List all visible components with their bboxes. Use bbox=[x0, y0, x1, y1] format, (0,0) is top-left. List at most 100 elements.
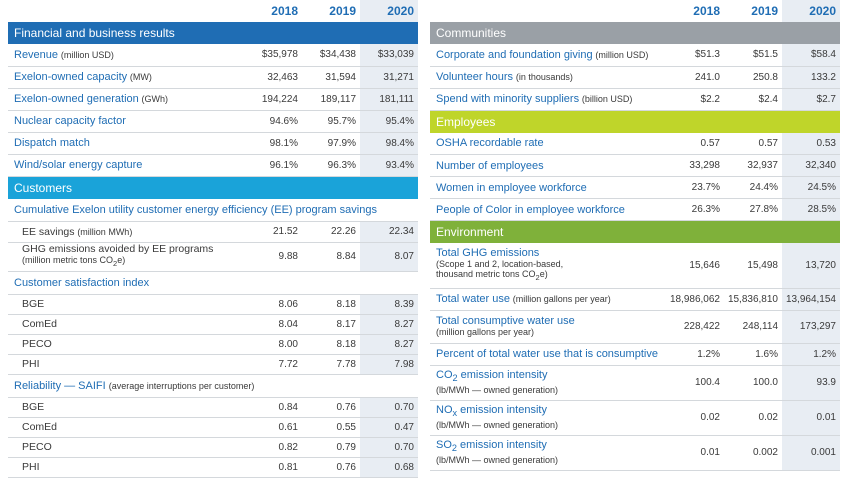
table-row: Corporate and foundation giving (million… bbox=[430, 44, 840, 67]
value-2018: $51.3 bbox=[662, 44, 724, 67]
value-2019: 8.18 bbox=[302, 334, 360, 355]
table-row: PECO 0.82 0.79 0.70 bbox=[8, 437, 418, 458]
value-2020: 93.4% bbox=[360, 154, 418, 177]
note-text: e) bbox=[539, 268, 548, 279]
value-2019: 22.26 bbox=[302, 221, 360, 243]
section-employees: Employees bbox=[430, 110, 840, 133]
row-label: Nuclear capacity factor bbox=[14, 115, 126, 127]
row-label: ComEd bbox=[22, 318, 58, 330]
value-2019: 1.6% bbox=[724, 343, 782, 366]
label-text: NO bbox=[436, 404, 453, 417]
row-label: People of Color in employee workforce bbox=[436, 203, 625, 216]
table-row: OSHA recordable rate 0.57 0.57 0.53 bbox=[430, 132, 840, 155]
subsection-title: Reliability — SAIFI bbox=[14, 379, 106, 392]
value-2018: 8.06 bbox=[244, 294, 302, 315]
value-2019: 250.8 bbox=[724, 66, 782, 89]
value-2018: 15,646 bbox=[662, 243, 724, 289]
value-2019: $51.5 bbox=[724, 44, 782, 67]
section-financial: Financial and business results bbox=[8, 22, 418, 44]
row-unit: (million USD) bbox=[60, 49, 114, 60]
section-environment: Environment bbox=[430, 220, 840, 243]
row-note: (lb/MWh — owned generation) bbox=[436, 419, 559, 430]
unit-text: (million metric tons CO bbox=[22, 255, 114, 266]
value-2018: 0.84 bbox=[244, 397, 302, 418]
row-label: NOx emission intensity bbox=[436, 405, 660, 419]
value-2020: 0.68 bbox=[360, 457, 418, 478]
value-2018: 100.4 bbox=[662, 365, 724, 401]
note-subscript: 2 bbox=[535, 272, 540, 282]
value-2018: 7.72 bbox=[244, 354, 302, 375]
value-2020: 8.39 bbox=[360, 294, 418, 315]
year-2019: 2019 bbox=[751, 4, 778, 18]
value-2019: 0.76 bbox=[302, 397, 360, 418]
table-row: SO2 emission intensity (lb/MWh — owned g… bbox=[430, 435, 840, 471]
value-2020: 8.07 bbox=[360, 242, 418, 272]
value-2019: $2.4 bbox=[724, 88, 782, 111]
row-unit: (million MWh) bbox=[77, 226, 133, 237]
label-text: emission intensity bbox=[457, 439, 547, 452]
right-metrics-table: 2018 2019 2020 Communities Corporate and… bbox=[430, 0, 840, 471]
value-2019: 189,117 bbox=[302, 88, 360, 111]
row-note: (lb/MWh — owned generation) bbox=[436, 454, 559, 465]
value-2019: 96.3% bbox=[302, 154, 360, 177]
value-2018: 0.61 bbox=[244, 417, 302, 438]
value-2018: 33,298 bbox=[662, 154, 724, 177]
value-2020: 24.5% bbox=[782, 176, 840, 199]
value-2018: $2.2 bbox=[662, 88, 724, 111]
left-metrics-panel: 2018 2019 2020 Financial and business re… bbox=[8, 0, 418, 478]
row-label: PHI bbox=[22, 358, 40, 370]
value-2020: 13,964,154 bbox=[782, 288, 840, 311]
year-2018: 2018 bbox=[271, 4, 298, 18]
table-row: Total consumptive water use (million gal… bbox=[430, 310, 840, 344]
value-2020: 0.53 bbox=[782, 132, 840, 155]
value-2019: 0.002 bbox=[724, 435, 782, 471]
row-unit: (billion USD) bbox=[581, 94, 633, 104]
table-row: People of Color in employee workforce 26… bbox=[430, 198, 840, 221]
unit-subscript: 2 bbox=[113, 258, 118, 268]
table-row: Nuclear capacity factor 94.6% 95.7% 95.4… bbox=[8, 110, 418, 133]
value-2018: $35,978 bbox=[244, 44, 302, 67]
row-label: SO2 emission intensity bbox=[436, 440, 660, 454]
row-label: Percent of total water use that is consu… bbox=[436, 348, 658, 360]
value-2019: 31,594 bbox=[302, 66, 360, 89]
value-2019: 0.55 bbox=[302, 417, 360, 438]
row-note: (lb/MWh — owned generation) bbox=[436, 384, 559, 395]
table-row: CO2 emission intensity (lb/MWh — owned g… bbox=[430, 365, 840, 401]
table-row: BGE 8.06 8.18 8.39 bbox=[8, 294, 418, 315]
value-2019: 24.4% bbox=[724, 176, 782, 199]
value-2020: 8.27 bbox=[360, 334, 418, 355]
row-label: Exelon-owned generation bbox=[14, 93, 139, 105]
value-2019: 27.8% bbox=[724, 198, 782, 221]
value-2020: 7.98 bbox=[360, 354, 418, 375]
value-2020: 1.2% bbox=[782, 343, 840, 366]
value-2020: 22.34 bbox=[360, 221, 418, 243]
row-label: PECO bbox=[22, 441, 52, 453]
value-2020: 0.47 bbox=[360, 417, 418, 438]
section-title: Financial and business results bbox=[8, 22, 418, 44]
value-2020: 173,297 bbox=[782, 310, 840, 344]
row-unit: (in thousands) bbox=[515, 72, 573, 82]
row-label: CO2 emission intensity bbox=[436, 370, 660, 384]
table-row: Exelon-owned generation (GWh) 194,224 18… bbox=[8, 88, 418, 111]
subsection-ee: Cumulative Exelon utility customer energ… bbox=[8, 198, 418, 222]
row-label: BGE bbox=[22, 298, 45, 310]
table-row: Number of employees 33,298 32,937 32,340 bbox=[430, 154, 840, 177]
row-unit: (million gallons per year) bbox=[512, 294, 611, 304]
subsection-csi: Customer satisfaction index bbox=[8, 271, 418, 295]
subsection-unit: (average interruptions per customer) bbox=[108, 380, 255, 391]
label-subscript: x bbox=[452, 408, 458, 419]
value-2019: 8.84 bbox=[302, 242, 360, 272]
value-2018: 1.2% bbox=[662, 343, 724, 366]
row-unit: (GWh) bbox=[141, 94, 169, 104]
value-2020: 0.70 bbox=[360, 437, 418, 458]
row-label: Wind/solar energy capture bbox=[14, 159, 143, 171]
value-2020: 8.27 bbox=[360, 314, 418, 335]
left-metrics-table: 2018 2019 2020 Financial and business re… bbox=[8, 0, 418, 478]
table-row: Women in employee workforce 23.7% 24.4% … bbox=[430, 176, 840, 199]
row-label: OSHA recordable rate bbox=[436, 137, 544, 150]
value-2020: 93.9 bbox=[782, 365, 840, 401]
value-2018: 194,224 bbox=[244, 88, 302, 111]
table-row: NOx emission intensity (lb/MWh — owned g… bbox=[430, 400, 840, 436]
value-2018: 241.0 bbox=[662, 66, 724, 89]
row-label: PECO bbox=[22, 338, 52, 350]
